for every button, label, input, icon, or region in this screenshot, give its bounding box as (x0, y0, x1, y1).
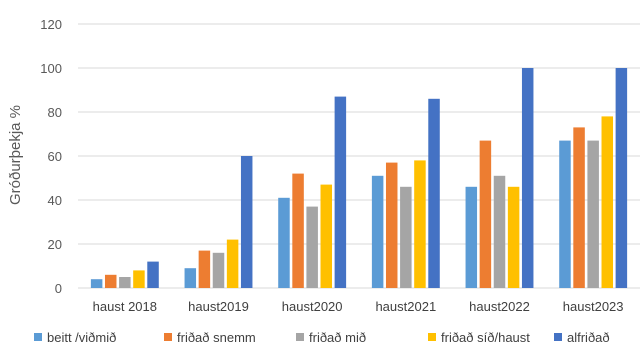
x-category-label: haust2021 (375, 299, 436, 314)
x-category-label: haust2023 (563, 299, 624, 314)
bar (414, 160, 426, 288)
bar (198, 250, 211, 288)
x-category-label: haust2019 (188, 299, 249, 314)
legend-swatch (34, 333, 42, 341)
bar (465, 186, 478, 288)
bar (240, 156, 253, 288)
x-category-label: haust2020 (282, 299, 343, 314)
y-tick-label: 120 (40, 17, 62, 32)
bar (521, 68, 534, 288)
bar (615, 68, 628, 288)
bar (334, 96, 347, 288)
bar (133, 270, 145, 288)
bar (400, 186, 412, 288)
legend-swatch (428, 333, 436, 341)
legend-label: friðað mið (309, 330, 366, 345)
legend-swatch (296, 333, 304, 341)
bar (559, 140, 571, 288)
bar (587, 140, 599, 288)
x-axis-categories: haust 2018 haust2019 haust2020 haust2021 hau… (93, 299, 624, 314)
y-tick-label: 40 (48, 193, 62, 208)
y-tick-label: 80 (48, 105, 62, 120)
legend-swatch (164, 333, 172, 341)
bar (320, 184, 333, 288)
bar (119, 277, 131, 288)
bar (573, 127, 585, 289)
y-axis-title: Gróðurþekja % (7, 105, 24, 205)
bar (493, 175, 506, 288)
bar (507, 186, 520, 288)
y-axis-ticks: 0 20 40 60 80 100 120 (40, 17, 62, 296)
legend-label: friðað síð/haust (441, 330, 530, 345)
bar (601, 116, 614, 289)
bar (226, 239, 239, 288)
bar (292, 173, 304, 288)
legend-label: friðað snemm (177, 330, 256, 345)
x-category-label: haust2022 (469, 299, 530, 314)
bar (104, 274, 117, 288)
bar (428, 98, 440, 288)
bar (147, 261, 159, 288)
legend-swatch (554, 333, 562, 341)
bar (306, 206, 318, 288)
y-tick-label: 0 (55, 281, 62, 296)
bar (212, 252, 225, 288)
y-tick-label: 60 (48, 149, 62, 164)
bar (278, 197, 290, 288)
y-tick-label: 100 (40, 61, 62, 76)
bar (90, 279, 103, 288)
bar (479, 140, 492, 288)
bar (184, 268, 197, 288)
bars (90, 68, 628, 289)
legend: beitt /viðmið friðað snemm friðað mið friða… (34, 330, 610, 345)
gridlines (78, 23, 640, 289)
bar (371, 175, 384, 288)
x-category-label: haust 2018 (93, 299, 157, 314)
legend-label: beitt /viðmið (47, 330, 116, 345)
y-tick-label: 20 (48, 237, 62, 252)
legend-label: alfriðað (567, 330, 610, 345)
bar (385, 162, 398, 288)
